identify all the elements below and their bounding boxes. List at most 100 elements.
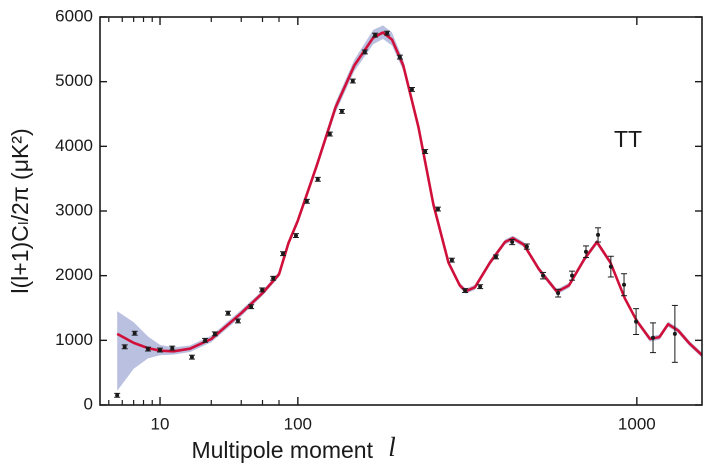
point [478,284,483,289]
point [423,149,428,154]
data-point [422,149,429,154]
point [651,335,656,340]
data-point [361,49,368,55]
x-tick-label: 100 [284,414,312,433]
data-point [509,238,516,246]
model-curve [116,31,702,357]
data-point [292,233,299,239]
data-point [314,176,321,182]
data-point [671,304,678,363]
data-point [396,54,403,60]
point [634,319,639,324]
data-point [234,318,241,324]
data-point [621,273,628,297]
data-point [326,131,333,137]
point [622,282,627,287]
point [524,244,529,249]
data-point [279,251,286,257]
y-tick-label: 0 [84,394,93,413]
data-point [157,347,164,353]
y-tick-label: 3000 [55,200,93,219]
point [449,258,454,263]
y-axis-title: l(l+1)Cₗ/2π (μK²) [7,128,33,293]
point [463,288,468,293]
point [672,331,677,336]
data-point [434,206,441,212]
point [362,49,367,54]
point [583,249,588,254]
point [260,287,265,292]
data-point [349,78,356,84]
data-point [462,288,469,293]
data-point [211,331,218,337]
data-point [650,322,657,354]
y-tick-label: 1000 [55,330,93,349]
point [570,273,575,278]
point [146,347,151,352]
point [271,276,276,281]
point [122,344,127,349]
point [212,331,217,336]
point [350,79,355,84]
data-point [303,198,310,204]
data-point [145,346,152,352]
data-point [477,284,484,290]
data-point [131,330,138,336]
data-point [633,308,640,336]
point [327,132,332,137]
data-point [114,392,121,398]
data-point [121,344,128,350]
data-point [248,304,255,310]
point [385,31,390,36]
y-tick-label: 4000 [55,136,93,155]
y-tick-label: 2000 [55,265,93,284]
annotation: TT [614,126,642,152]
point [541,273,546,278]
point [235,318,240,323]
data-point [338,108,345,114]
data-point [225,310,232,316]
point [158,348,163,353]
plot-area: 0 1000 2000 3000 4000 5000 6000 10 100 1000 [55,6,703,433]
point [493,254,498,259]
point [189,355,194,360]
data-point [555,288,562,298]
data-point [523,243,530,250]
data-point [384,30,391,36]
point [293,233,298,238]
data-point [540,271,547,280]
data-point [188,354,195,360]
data-point [448,257,455,263]
data-point [595,227,602,243]
point [435,207,440,212]
point [115,393,120,398]
data-point [492,254,499,260]
point [132,331,137,336]
data-point [259,287,266,293]
point [226,311,231,316]
x-axis-title: Multipole moment [191,437,373,463]
data-point [607,255,614,278]
y-tick-label: 5000 [55,71,93,90]
point [397,55,402,60]
point [280,251,285,256]
point [249,304,254,309]
x-tick-label: 10 [151,414,170,433]
point [315,177,320,182]
point [339,109,344,114]
uncertainty-band [117,25,702,391]
data-point [408,86,415,92]
point [409,87,414,92]
x-axis-symbol: l [388,432,396,462]
data-point [582,245,589,259]
point [596,232,601,237]
point [510,240,515,245]
data-point [569,270,576,281]
point [608,264,613,269]
point [203,338,208,343]
data-layer [114,25,702,398]
y-tick-label: 6000 [55,6,93,25]
data-point [270,275,277,281]
point [304,199,309,204]
